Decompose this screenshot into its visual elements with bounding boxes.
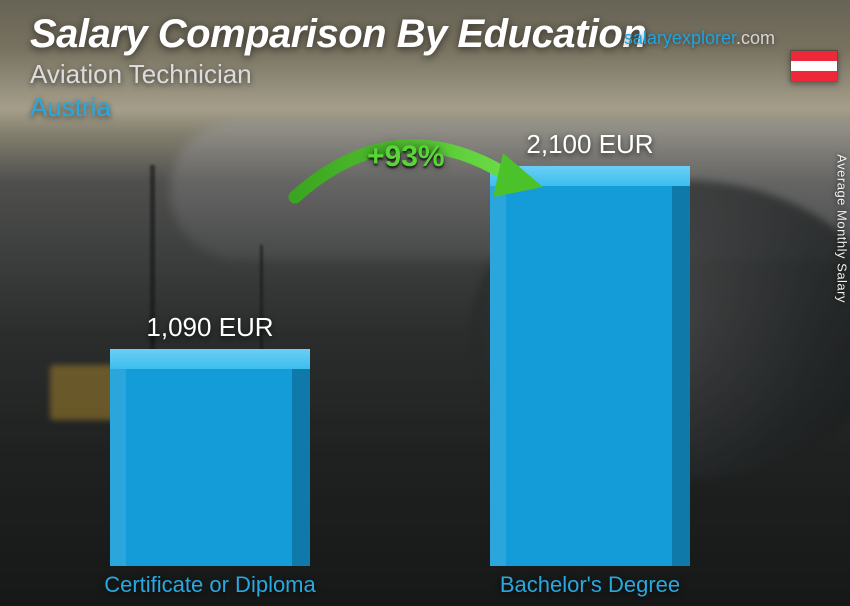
- increase-indicator: +93%: [255, 125, 555, 245]
- y-axis-label: Average Monthly Salary: [835, 154, 850, 303]
- bar-chart: Average Monthly Salary 1,090 EUR Certific…: [0, 0, 850, 606]
- increase-percentage: +93%: [367, 140, 445, 174]
- bar-category-label: Certificate or Diploma: [80, 572, 340, 598]
- bar-value-label: 1,090 EUR: [146, 312, 273, 343]
- bar-top-face: [110, 349, 310, 369]
- bar-category-label: Bachelor's Degree: [460, 572, 720, 598]
- bar-body: [110, 349, 310, 566]
- bar-front-face: [110, 369, 310, 566]
- bar-0: 1,090 EUR: [95, 312, 325, 566]
